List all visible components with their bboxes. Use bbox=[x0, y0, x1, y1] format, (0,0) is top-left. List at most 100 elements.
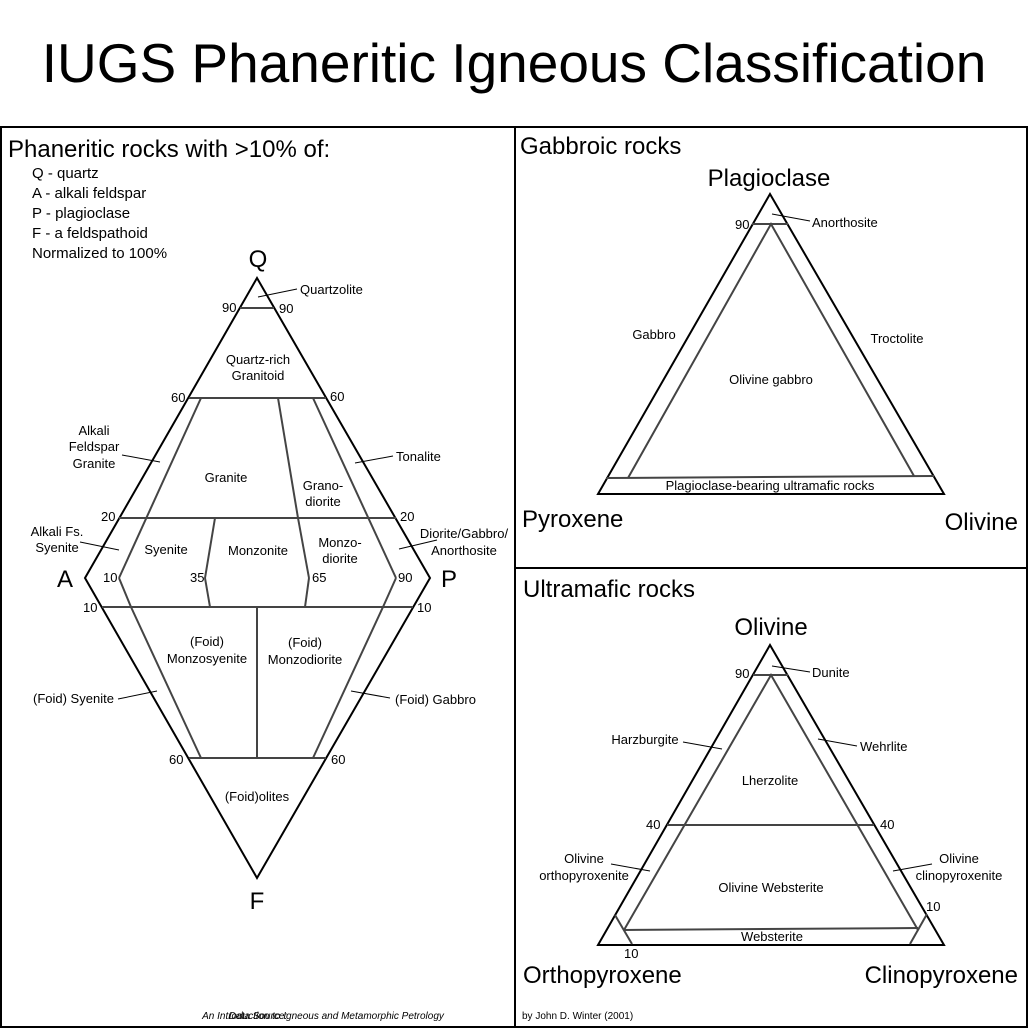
field-anorthosite: Anorthosite bbox=[812, 215, 878, 230]
ultramafic-vertex-cpx: Clinopyroxene bbox=[865, 962, 1018, 989]
ultramafic-tick-10-bottom: 10 bbox=[624, 946, 638, 961]
tick-f60-right: 60 bbox=[331, 752, 345, 767]
tick-m35: 35 bbox=[190, 570, 204, 585]
ultramafic-websterite-line bbox=[623, 927, 919, 931]
wehrlite-leader bbox=[817, 738, 858, 747]
qapf-text: Phaneritic rocks with >10% of: Q - quart… bbox=[8, 136, 508, 1022]
field-foid-monzodiorite-2: Monzodiorite bbox=[268, 652, 342, 667]
field-alkali-granite-1: Alkali bbox=[78, 423, 109, 438]
field-websterite: Websterite bbox=[741, 929, 803, 944]
ultramafic-10-left bbox=[614, 914, 633, 945]
field-troctolite: Troctolite bbox=[871, 331, 924, 346]
ultramafic-tick-90: 90 bbox=[735, 666, 749, 681]
field-diorite-1: Diorite/Gabbro/ bbox=[420, 526, 509, 541]
monzonite-monzodiorite-boundary-b bbox=[304, 577, 310, 608]
tick-f10-right: 10 bbox=[417, 600, 431, 615]
syenite-monzonite-boundary-a bbox=[204, 517, 216, 579]
gabbroic-inner-boundary bbox=[627, 221, 915, 479]
ultramafic-vertex-olivine: Olivine bbox=[734, 614, 807, 641]
ultramafic-heading: Ultramafic rocks bbox=[523, 576, 695, 603]
gabbroic-vertex-pyroxene: Pyroxene bbox=[522, 506, 623, 533]
field-alkali-granite-3: Granite bbox=[73, 456, 116, 471]
ultramafic-tick-40-left: 40 bbox=[646, 817, 660, 832]
field-alkali-syenite-2: Syenite bbox=[35, 540, 78, 555]
footer-data-source: Data Source: bbox=[229, 1011, 288, 1022]
tick-q60-right: 60 bbox=[330, 389, 344, 404]
field-olivine-gabbro: Olivine gabbro bbox=[729, 372, 813, 387]
ultramafic-outline bbox=[596, 642, 946, 946]
qapf-outline bbox=[83, 275, 432, 881]
legend-item-a: A - alkali feldspar bbox=[32, 185, 146, 202]
granite-granodiorite-boundary bbox=[277, 397, 299, 519]
tick-f60-left: 60 bbox=[169, 752, 183, 767]
monzonite-monzodiorite-boundary-a bbox=[297, 517, 310, 579]
ol-cpx-leader bbox=[892, 863, 933, 872]
field-granite: Granite bbox=[205, 470, 248, 485]
field-granodiorite-1: Grano- bbox=[303, 478, 343, 493]
legend-item-p: P - plagioclase bbox=[32, 205, 130, 222]
ultramafic-tick-10-right: 10 bbox=[926, 899, 940, 914]
field-harzburgite: Harzburgite bbox=[611, 732, 678, 747]
field-foid-monzodiorite-1: (Foid) bbox=[288, 635, 322, 650]
field-monzodiorite-2: diorite bbox=[322, 551, 357, 566]
tick-m10: 10 bbox=[103, 570, 117, 585]
field-foid-gabbro: (Foid) Gabbro bbox=[395, 692, 476, 707]
field-granodiorite-2: diorite bbox=[305, 494, 340, 509]
anorthosite-leader bbox=[771, 213, 811, 222]
tick-m90: 90 bbox=[398, 570, 412, 585]
legend-item-normalized: Normalized to 100% bbox=[32, 245, 167, 262]
field-tonalite: Tonalite bbox=[396, 449, 441, 464]
syenite-monzonite-boundary-b bbox=[204, 577, 211, 608]
field-foid-syenite: (Foid) Syenite bbox=[33, 691, 114, 706]
field-syenite: Syenite bbox=[144, 542, 187, 557]
ultramafic-10-right bbox=[909, 913, 928, 945]
legend-item-f: F - a feldspathoid bbox=[32, 225, 148, 242]
page-title: IUGS Phaneritic Igneous Classification bbox=[41, 32, 987, 94]
tick-f10-left: 10 bbox=[83, 600, 97, 615]
field-lherzolite: Lherzolite bbox=[742, 773, 798, 788]
credit: by John D. Winter (2001) bbox=[522, 1011, 633, 1022]
field-wehrlite: Wehrlite bbox=[860, 739, 907, 754]
gabbroic-vertex-olivine: Olivine bbox=[945, 509, 1018, 536]
vertex-f: F bbox=[250, 888, 265, 915]
qapf-heading: Phaneritic rocks with >10% of: bbox=[8, 136, 330, 163]
field-ol-opx-1: Olivine bbox=[564, 851, 604, 866]
gabbroic-ultramafic-line bbox=[605, 475, 935, 479]
field-monzonite: Monzonite bbox=[228, 543, 288, 558]
tick-q20-left: 20 bbox=[101, 509, 115, 524]
field-ol-cpx-1: Olivine bbox=[939, 851, 979, 866]
field-foid-monzosyenite-2: Monzosyenite bbox=[167, 651, 247, 666]
foid-syenite-boundary bbox=[130, 606, 202, 759]
field-ol-websterite: Olivine Websterite bbox=[718, 880, 823, 895]
legend-item-q: Q - quartz bbox=[32, 165, 99, 182]
diorite-leader bbox=[398, 539, 438, 550]
tick-q20-right: 20 bbox=[400, 509, 414, 524]
alkali-syenite-leader bbox=[79, 541, 120, 551]
field-quartz-rich-2: Granitoid bbox=[232, 368, 285, 383]
field-quartzolite: Quartzolite bbox=[300, 282, 363, 297]
field-dunite: Dunite bbox=[812, 665, 850, 680]
field-alkali-syenite-1: Alkali Fs. bbox=[31, 524, 84, 539]
field-quartz-rich-1: Quartz-rich bbox=[226, 352, 290, 367]
tick-m65: 65 bbox=[312, 570, 326, 585]
vertex-a: A bbox=[57, 566, 73, 593]
gabbroic-heading: Gabbroic rocks bbox=[520, 133, 681, 160]
dunite-leader bbox=[771, 665, 811, 673]
tonalite-leader bbox=[354, 455, 394, 464]
gabbroic-tick-90: 90 bbox=[735, 217, 749, 232]
alkali-granite-leader bbox=[121, 454, 161, 463]
field-ol-opx-2: orthopyroxenite bbox=[539, 868, 629, 883]
foid-gabbro-leader bbox=[350, 690, 391, 699]
field-foid-monzosyenite-1: (Foid) bbox=[190, 634, 224, 649]
footer-book-title: An Introduction to Igneous and Metamorph… bbox=[201, 1011, 445, 1022]
alkali-granite-boundary bbox=[118, 397, 202, 579]
tick-q60-left: 60 bbox=[171, 390, 185, 405]
field-ol-cpx-2: clinopyroxenite bbox=[916, 868, 1003, 883]
ultramafic-vertex-opx: Orthopyroxene bbox=[523, 962, 682, 989]
ultramafic-panel bbox=[514, 567, 1028, 1028]
quartzolite-leader bbox=[257, 288, 298, 298]
foid-syenite-leader bbox=[117, 690, 158, 700]
field-foidolites: (Foid)olites bbox=[225, 789, 290, 804]
ol-opx-leader bbox=[610, 863, 651, 872]
gabbroic-text: Gabbroic rocks Plagioclase Pyroxene Oliv… bbox=[520, 133, 1018, 536]
